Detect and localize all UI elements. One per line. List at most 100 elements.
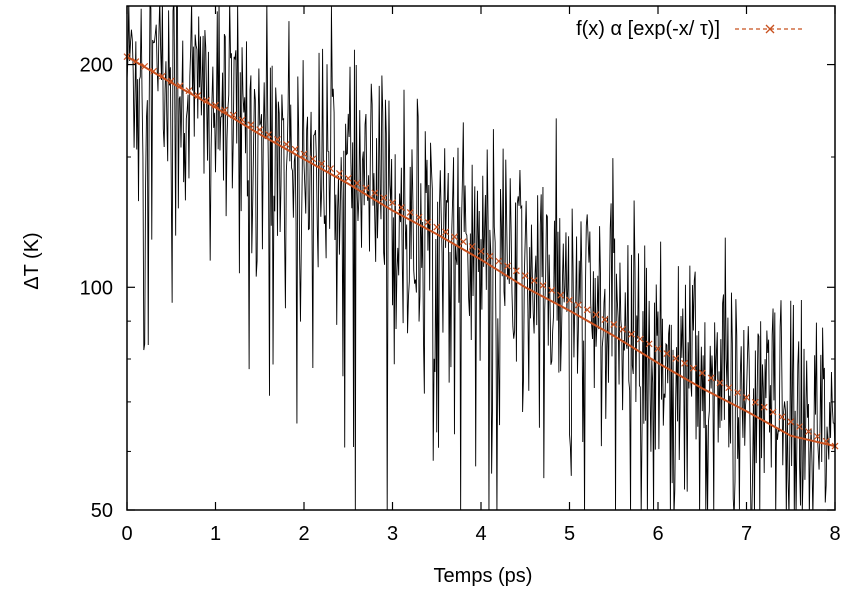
fit-marker <box>681 359 688 367</box>
fit-marker <box>805 428 812 435</box>
fit-marker <box>504 262 511 270</box>
fit-marker <box>265 131 273 138</box>
fit-marker <box>353 179 361 187</box>
x-tick-label: 0 <box>121 523 132 545</box>
fit-marker <box>654 345 662 353</box>
fit-marker <box>318 160 326 168</box>
fit-marker <box>610 320 618 328</box>
fit-marker <box>344 174 352 182</box>
fit-marker <box>150 67 157 75</box>
fit-marker <box>433 223 441 231</box>
fit-marker <box>486 252 494 260</box>
fit-marker <box>672 355 680 362</box>
fit-marker <box>256 126 264 134</box>
x-tick-label: 8 <box>829 523 840 545</box>
fit-marker <box>371 189 379 197</box>
fit-marker <box>566 296 573 304</box>
fit-marker <box>574 301 582 309</box>
fit-marker <box>247 121 255 129</box>
legend-label-fit: f(x) α [exp(-x/ τ)] <box>576 18 720 40</box>
fit-marker <box>734 389 742 396</box>
fit-marker <box>583 306 591 314</box>
fit-marker <box>468 243 476 250</box>
fit-marker <box>380 194 388 202</box>
fit-marker <box>300 150 308 158</box>
y-axis-label: ΔT (K) <box>21 232 43 289</box>
y-tick-label: 50 <box>91 500 113 522</box>
x-tick-label: 2 <box>298 523 309 545</box>
fit-marker <box>327 165 334 173</box>
fit-marker <box>787 418 795 426</box>
fit-marker <box>663 350 671 358</box>
fit-marker <box>451 233 458 241</box>
fit-marker <box>203 97 211 104</box>
x-tick-label: 1 <box>210 523 221 545</box>
fit-marker <box>282 140 290 148</box>
fit-marker <box>477 247 485 255</box>
fit-marker <box>796 423 804 431</box>
fit-marker <box>716 379 724 387</box>
legend-marker-fit <box>765 24 775 34</box>
fit-marker <box>512 267 520 275</box>
fit-marker <box>769 408 777 416</box>
fit-marker <box>309 155 317 163</box>
ticks: 0 1 2 3 4 5 6 7 8 50 100 200 <box>80 6 841 545</box>
fit-marker <box>619 325 627 333</box>
fit-series <box>123 53 839 450</box>
fit-marker <box>778 413 786 421</box>
legend: f(x) α [exp(-x/ τ)] <box>576 18 805 40</box>
fit-marker <box>167 77 175 85</box>
fit-marker <box>389 199 396 207</box>
fit-marker <box>424 218 432 226</box>
fit-marker <box>592 311 600 319</box>
noisy-data-line <box>127 6 835 510</box>
fit-marker <box>132 58 140 65</box>
fit-marker <box>274 135 281 143</box>
fit-marker <box>751 398 759 406</box>
fit-marker <box>291 145 299 153</box>
x-tick-label: 7 <box>741 523 752 545</box>
fit-marker <box>495 257 503 265</box>
x-tick-label: 5 <box>564 523 575 545</box>
fit-marker <box>459 238 467 246</box>
fit-marker <box>822 437 830 445</box>
fit-marker <box>362 184 370 192</box>
fit-marker <box>636 335 644 343</box>
x-axis-label: Temps (ps) <box>434 565 533 587</box>
fit-marker <box>176 82 184 90</box>
fit-marker <box>442 228 450 236</box>
fit-marker <box>725 384 733 392</box>
fit-marker <box>628 330 635 338</box>
fit-marker <box>521 272 529 280</box>
fit-marker <box>238 116 246 124</box>
fit-marker <box>406 209 414 216</box>
noisy-data-series <box>127 6 835 510</box>
fit-marker <box>698 369 706 377</box>
fit-marker <box>601 316 609 323</box>
fit-marker <box>707 374 715 382</box>
fit-marker <box>645 340 653 348</box>
fit-marker <box>760 403 768 411</box>
fit-marker <box>689 364 697 372</box>
fit-marker <box>229 111 237 119</box>
fit-marker <box>548 286 556 294</box>
fit-marker <box>194 92 202 100</box>
x-tick-label: 3 <box>387 523 398 545</box>
fit-marker <box>415 213 423 221</box>
fit-marker <box>397 204 405 211</box>
fit-marker <box>185 87 193 95</box>
x-tick-label: 4 <box>475 523 486 545</box>
fit-marker <box>141 62 149 70</box>
y-tick-label: 100 <box>80 277 113 299</box>
x-tick-label: 6 <box>652 523 663 545</box>
fit-marker <box>813 432 821 440</box>
fit-marker <box>335 170 343 177</box>
y-tick-label: 200 <box>80 55 113 77</box>
fit-marker <box>212 101 219 109</box>
fit-marker <box>530 277 538 285</box>
fit-marker <box>220 106 228 114</box>
fit-marker <box>158 72 166 80</box>
fit-marker <box>539 282 547 289</box>
fit-marker <box>557 291 565 299</box>
